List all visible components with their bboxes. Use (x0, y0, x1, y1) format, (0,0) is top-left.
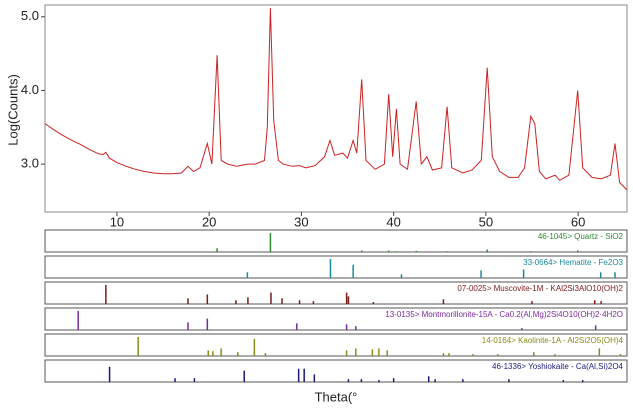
reference-panel (44, 307, 628, 331)
x-axis-label: Theta(° (315, 389, 358, 404)
reference-label: 13-0135> Montmorillonite-15A - Ca0.2(Al,… (385, 310, 623, 319)
reference-panel (44, 229, 628, 253)
y-tick-label: 5.0 (21, 8, 39, 23)
reference-label: 33-0664> Hematite - Fe2O3 (523, 258, 623, 267)
reference-label: 46-1045> Quartz - SiO2 (538, 232, 624, 241)
x-tick-label: 20 (202, 214, 216, 229)
x-tick-label: 40 (386, 214, 400, 229)
reference-label: 46-1336> Yoshiokaite - Ca(Al,Si)2O4 (492, 362, 624, 371)
reference-label: 14-0164> Kaolinite-1A - Al2Si2O5(OH)4 (482, 336, 624, 345)
plot-frame (44, 4, 628, 213)
reference-panel (44, 281, 628, 305)
reference-label: 07-0025> Muscovite-1M - KAl2Si3AlO10(OH)… (457, 284, 623, 293)
data-line (44, 7, 628, 191)
y-axis-label: Log(Counts) (5, 74, 20, 146)
reference-panel (44, 333, 628, 357)
x-tick-label: 60 (571, 214, 585, 229)
y-tick-label: 4.0 (21, 82, 39, 97)
y-tick-label: 3.0 (21, 156, 39, 171)
x-tick-label: 10 (110, 214, 124, 229)
reference-panel (44, 359, 628, 383)
x-tick-label: 50 (479, 214, 493, 229)
x-tick-label: 30 (294, 214, 308, 229)
